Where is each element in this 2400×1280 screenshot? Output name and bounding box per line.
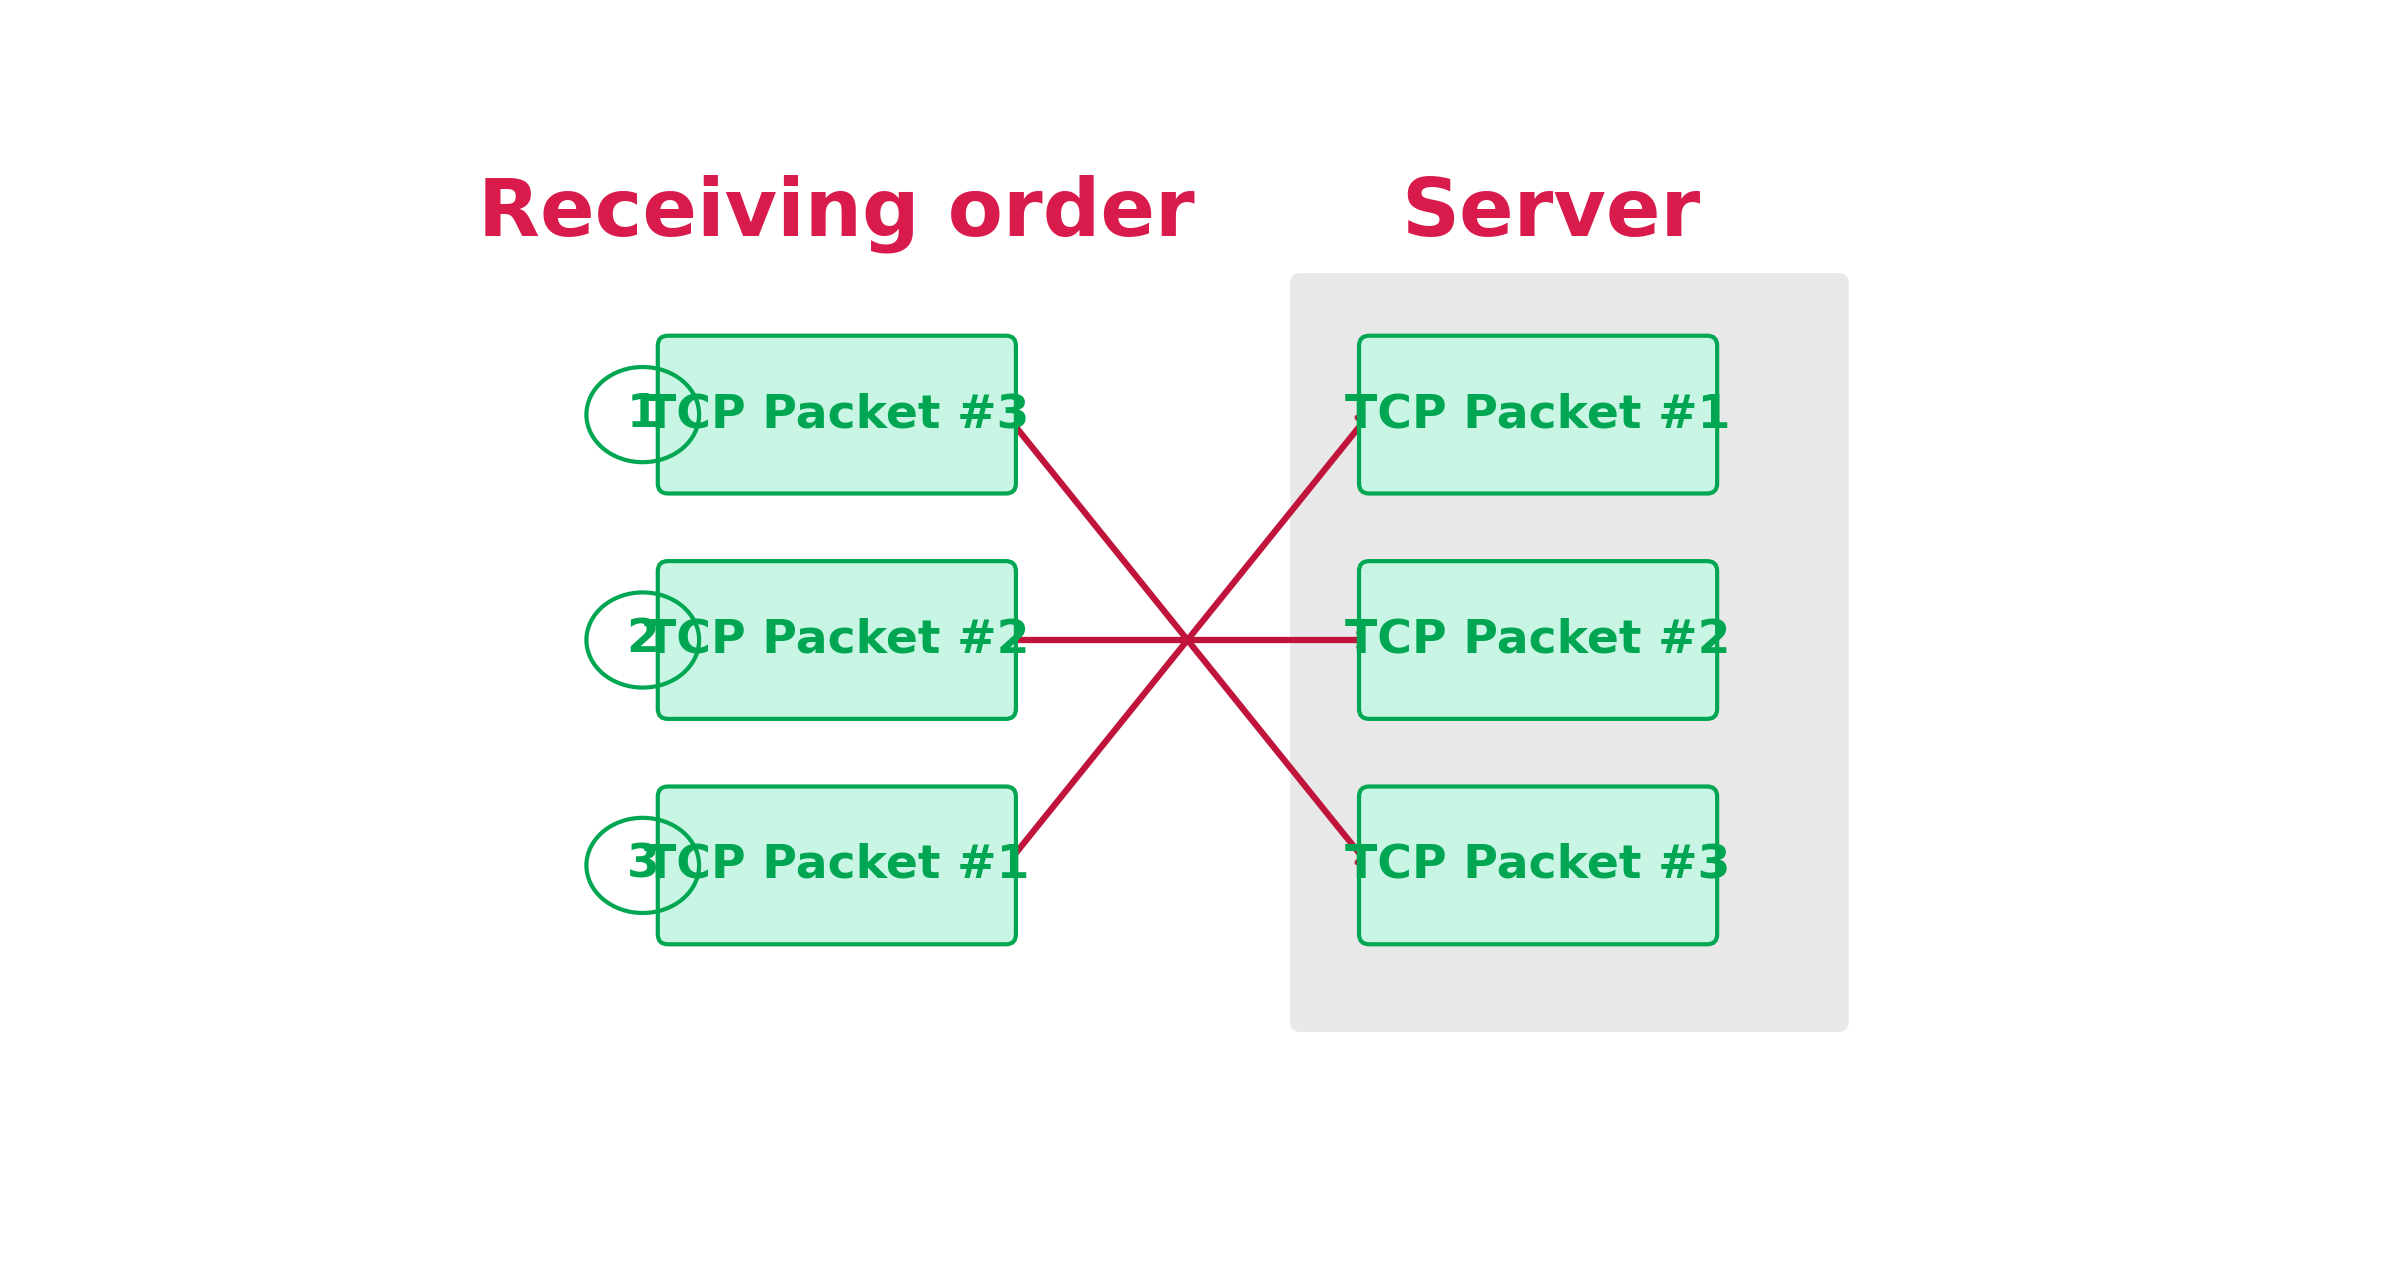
FancyBboxPatch shape: [658, 786, 1015, 945]
Text: 2: 2: [626, 617, 660, 663]
FancyBboxPatch shape: [1358, 786, 1716, 945]
Text: TCP Packet #1: TCP Packet #1: [643, 844, 1030, 888]
Text: 1: 1: [626, 392, 660, 436]
Text: Server: Server: [1402, 175, 1699, 253]
FancyBboxPatch shape: [658, 335, 1015, 494]
Text: TCP Packet #3: TCP Packet #3: [1346, 844, 1730, 888]
Text: Receiving order: Receiving order: [478, 175, 1195, 253]
Text: TCP Packet #1: TCP Packet #1: [1346, 392, 1730, 436]
FancyBboxPatch shape: [658, 561, 1015, 719]
FancyBboxPatch shape: [1358, 561, 1716, 719]
Text: TCP Packet #2: TCP Packet #2: [643, 617, 1030, 663]
FancyBboxPatch shape: [1291, 273, 1848, 1032]
Text: 3: 3: [626, 844, 660, 888]
FancyBboxPatch shape: [1358, 335, 1716, 494]
Text: TCP Packet #3: TCP Packet #3: [643, 392, 1030, 436]
Text: TCP Packet #2: TCP Packet #2: [1346, 617, 1730, 663]
